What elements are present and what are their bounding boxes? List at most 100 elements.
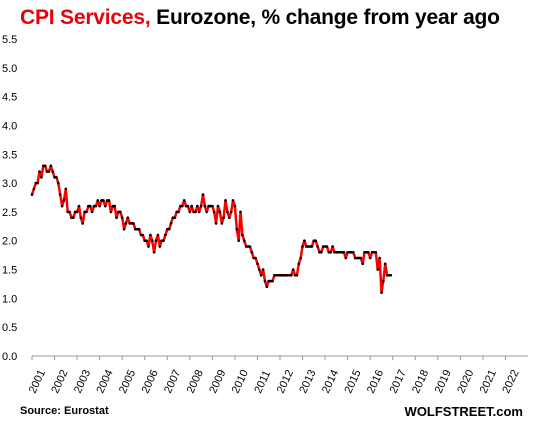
data-point bbox=[256, 262, 259, 266]
data-point bbox=[218, 210, 222, 214]
data-point bbox=[321, 245, 325, 248]
x-tick-label: 2016 bbox=[365, 368, 386, 395]
data-point bbox=[211, 204, 214, 208]
data-point bbox=[156, 233, 160, 237]
data-point bbox=[113, 204, 116, 208]
data-point bbox=[182, 199, 186, 202]
data-point bbox=[370, 251, 374, 254]
data-point bbox=[229, 210, 233, 214]
x-tick-label: 2004 bbox=[94, 368, 115, 395]
data-point bbox=[280, 274, 284, 277]
data-point bbox=[126, 216, 130, 219]
data-point bbox=[297, 262, 301, 266]
data-point bbox=[333, 251, 336, 254]
data-point bbox=[77, 204, 81, 208]
data-point bbox=[336, 251, 340, 254]
y-tick-label: 4.0 bbox=[2, 120, 17, 132]
data-point bbox=[303, 239, 306, 242]
data-point bbox=[107, 199, 111, 202]
data-point bbox=[173, 216, 177, 219]
data-point bbox=[181, 204, 184, 208]
data-point bbox=[137, 227, 141, 231]
data-point bbox=[122, 227, 126, 231]
data-point bbox=[338, 251, 342, 254]
x-axis-ticks bbox=[31, 356, 506, 360]
data-point bbox=[147, 245, 150, 248]
data-point bbox=[154, 239, 158, 242]
data-point bbox=[32, 187, 36, 191]
data-point bbox=[286, 274, 289, 277]
data-point bbox=[310, 245, 314, 248]
x-tick-label: 2003 bbox=[72, 368, 93, 395]
data-point bbox=[318, 251, 321, 254]
x-tick-label: 2021 bbox=[478, 368, 499, 395]
data-point bbox=[79, 216, 83, 219]
data-point bbox=[134, 227, 137, 231]
data-point bbox=[352, 251, 355, 254]
data-point bbox=[102, 199, 105, 202]
data-point bbox=[205, 210, 208, 214]
y-tick-label: 0.5 bbox=[2, 322, 17, 334]
data-point bbox=[42, 164, 45, 168]
data-point bbox=[271, 279, 274, 283]
data-point bbox=[162, 239, 165, 242]
data-point bbox=[75, 210, 79, 214]
data-point bbox=[214, 222, 218, 225]
title-rest: Eurozone, % change from year ago bbox=[150, 6, 500, 29]
x-tick-label: 2008 bbox=[185, 368, 206, 395]
data-point bbox=[90, 210, 94, 214]
y-tick-label: 0.0 bbox=[2, 351, 17, 363]
data-point bbox=[382, 279, 385, 283]
data-point bbox=[237, 239, 240, 242]
data-point bbox=[111, 204, 115, 208]
y-tick-label: 3.5 bbox=[2, 149, 17, 161]
data-point bbox=[124, 222, 128, 225]
data-point bbox=[231, 199, 235, 202]
data-point bbox=[385, 274, 389, 277]
x-tick-label: 2011 bbox=[252, 369, 273, 396]
data-point bbox=[222, 216, 225, 219]
data-point bbox=[212, 210, 216, 214]
data-point bbox=[291, 268, 295, 271]
data-point bbox=[88, 204, 92, 208]
data-point bbox=[207, 204, 210, 208]
data-point bbox=[145, 239, 148, 242]
data-point bbox=[87, 204, 90, 208]
x-tick-label: 2005 bbox=[117, 368, 138, 395]
data-point bbox=[365, 251, 368, 254]
data-point bbox=[273, 274, 276, 277]
data-point bbox=[190, 204, 193, 208]
y-tick-label: 3.0 bbox=[2, 178, 17, 190]
data-point bbox=[45, 170, 49, 173]
series-line bbox=[30, 164, 391, 294]
data-point bbox=[199, 204, 203, 208]
data-point bbox=[105, 199, 109, 202]
data-point bbox=[267, 279, 271, 283]
data-point bbox=[278, 274, 282, 277]
data-point bbox=[252, 256, 255, 260]
data-point bbox=[327, 251, 331, 254]
data-point bbox=[85, 210, 88, 214]
data-point bbox=[188, 210, 192, 214]
data-point bbox=[331, 245, 334, 248]
data-point bbox=[323, 245, 327, 248]
data-point bbox=[216, 204, 220, 208]
data-point bbox=[274, 274, 278, 277]
data-point bbox=[387, 274, 391, 277]
data-point bbox=[177, 210, 180, 214]
data-point bbox=[378, 256, 381, 260]
x-tick-label: 2017 bbox=[388, 368, 409, 395]
x-tick-label: 2022 bbox=[500, 368, 521, 395]
data-point bbox=[36, 181, 39, 185]
data-point bbox=[55, 176, 58, 179]
data-point bbox=[367, 251, 370, 254]
x-tick-label: 2010 bbox=[230, 368, 251, 395]
data-point bbox=[340, 251, 344, 254]
x-tick-label: 2013 bbox=[297, 368, 318, 395]
data-point bbox=[389, 274, 393, 277]
data-point bbox=[258, 268, 261, 271]
data-point bbox=[192, 210, 195, 214]
data-point bbox=[83, 210, 86, 214]
data-point bbox=[66, 210, 69, 214]
data-point bbox=[47, 170, 51, 173]
